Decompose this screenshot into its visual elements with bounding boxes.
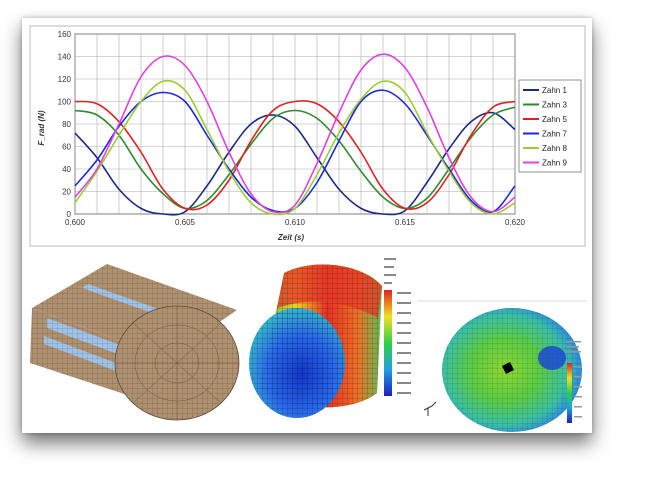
- legend-entry-2: Zahn 3: [542, 101, 567, 110]
- figure-card: 0 20 40 60 80 100 120 140 160 0.600 0.605 0.610 0.6…: [22, 18, 592, 433]
- legend-entry-1: Zahn 1: [542, 86, 567, 95]
- y-tick-label: 60: [62, 143, 71, 152]
- y-axis-title: F_rad (N): [37, 110, 46, 145]
- fem-disk-blue-zone: [538, 346, 566, 370]
- legend-entry-4: Zahn 7: [542, 130, 567, 139]
- legend-entry-3: Zahn 5: [542, 115, 567, 124]
- x-tick-label: 0.620: [505, 218, 526, 227]
- y-tick-label: 100: [58, 98, 72, 107]
- series-lines: [74, 53, 516, 216]
- x-tick-label: 0.615: [395, 218, 416, 227]
- x-tick-label: 0.605: [175, 218, 196, 227]
- fem-color-scale: [384, 290, 392, 396]
- x-tick-labels: 0.600 0.605 0.610 0.615 0.620: [65, 218, 526, 227]
- series-line-3: [74, 100, 516, 211]
- fem-rotor-image: [249, 258, 411, 418]
- mesh-face-lines: [115, 306, 239, 420]
- legend-box: [518, 79, 582, 173]
- disk-scale-labels: [567, 341, 582, 418]
- y-tick-label: 40: [62, 165, 71, 174]
- simulation-panels: [30, 258, 587, 432]
- fem-disk-image: [417, 300, 587, 432]
- series-line-2: [74, 106, 516, 210]
- mesh-model-image: [30, 264, 240, 421]
- y-tick-label: 20: [62, 188, 71, 197]
- y-tick-labels: 0 20 40 60 80 100 120 140 160: [58, 30, 72, 219]
- x-tick-label: 0.600: [65, 218, 86, 227]
- legend: Zahn 1 Zahn 3 Zahn 5 Zahn 7 Zahn 8 Zahn 9: [518, 79, 582, 173]
- series-line-6: [74, 53, 516, 214]
- legend-entry-6: Zahn 9: [542, 159, 567, 168]
- y-tick-label: 120: [58, 75, 72, 84]
- fem-face-mesh: [249, 308, 345, 418]
- y-tick-label: 80: [62, 120, 71, 129]
- fem-scale-labels: [384, 258, 411, 394]
- legend-entry-5: Zahn 8: [542, 144, 567, 153]
- series-line-5: [74, 79, 516, 216]
- x-tick-label: 0.610: [285, 218, 306, 227]
- axis-triad-icon: [423, 401, 437, 416]
- fem-disk-hub: [502, 362, 514, 374]
- y-tick-label: 140: [58, 53, 72, 62]
- y-tick-label: 160: [58, 30, 72, 39]
- disk-color-scale: [567, 363, 572, 423]
- x-axis-title: Zeit (s): [277, 233, 305, 242]
- y-tick-label: 0: [67, 210, 72, 219]
